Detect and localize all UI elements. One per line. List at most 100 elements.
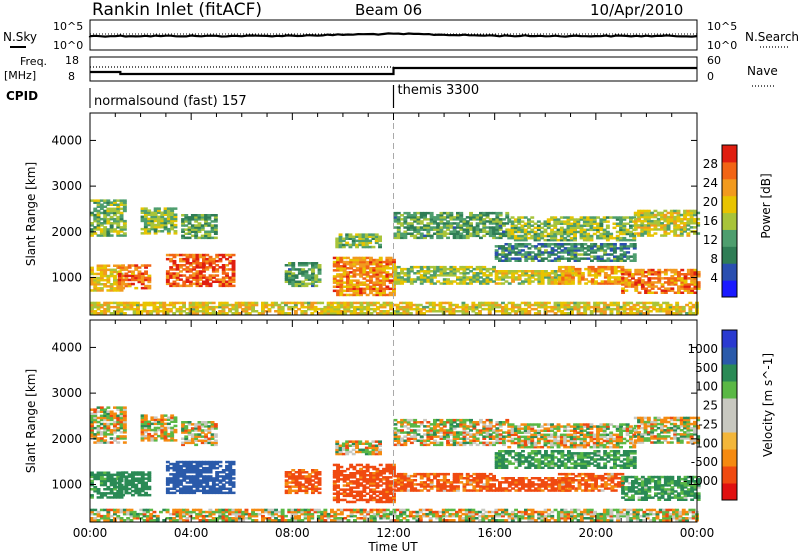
echo-cell [579,218,584,221]
echo-cell [640,281,645,284]
echo-cell [231,469,236,472]
echo-cell [103,410,108,413]
echo-cell [446,228,450,231]
echo-cell [184,232,189,235]
echo-cell [602,310,607,313]
echo-cell [567,280,572,283]
echo-cell [686,222,691,225]
echo-cell [109,272,114,276]
echo-cell [137,481,142,485]
echo-cell [553,226,558,230]
echo-cell [99,230,104,233]
echo-cell [184,218,189,221]
echo-cell [157,215,161,219]
echo-cell [375,258,380,262]
echo-cell [195,276,200,279]
echo-cell [666,219,671,223]
echo-cell [632,245,637,248]
echo-cell [487,312,492,315]
echo-cell [109,483,114,487]
echo-cell [205,460,210,464]
echo-cell [487,303,492,307]
echo-cell [416,232,421,235]
echo-cell [175,464,180,468]
echo-cell [124,266,129,269]
echo-cell [339,310,344,313]
echo-cell [132,301,137,305]
echo-cell [388,492,393,495]
echo-cell [90,312,94,315]
echo-cell [403,211,408,215]
echo-cell [160,230,165,233]
echo-cell [540,305,545,309]
echo-cell [297,282,302,286]
echo-cell [304,274,309,277]
echo-cell [184,435,189,438]
echo-cell [369,465,373,469]
echo-cell [163,428,168,432]
echo-cell [215,479,220,482]
echo-cell [338,245,343,249]
echo-cell [362,490,367,493]
echo-cell [547,282,552,285]
echo-cell [576,310,581,313]
echo-cell [475,267,480,271]
echo-cell [361,233,366,236]
echo-cell [547,280,552,283]
echo-cell [359,476,363,479]
echo-cell [291,473,296,476]
echo-cell [471,303,476,307]
echo-cell [690,273,695,276]
echo-cell [660,283,665,286]
echo-cell [261,307,265,311]
echo-cell [633,217,638,221]
echo-cell [673,226,678,229]
echo-cell [640,285,645,288]
echo-cell [194,230,199,233]
echo-cell [320,312,325,315]
echo-cell [153,430,158,434]
echo-cell [583,257,588,260]
echo-cell [122,410,127,413]
echo-cell [419,222,424,225]
echo-cell [580,243,585,246]
echo-cell [378,490,383,493]
echo-cell [385,273,390,276]
echo-cell [346,301,351,305]
echo-cell [416,218,421,221]
echo-cell [656,219,661,223]
echo-cell [140,272,145,275]
echo-cell [615,218,620,221]
echo-cell [561,278,566,281]
echo-cell [218,485,223,488]
echo-cell [436,218,441,221]
echo-cell [106,424,111,428]
echo-cell [653,209,658,213]
echo-cell [159,303,163,307]
echo-cell [536,220,541,223]
echo-cell [339,291,344,295]
colorbar-frame [721,144,738,298]
echo-cell [122,232,127,235]
echo-cell [157,420,161,423]
echo-cell [358,243,363,247]
echo-cell [228,473,233,476]
echo-cell [364,245,369,249]
echo-cell [185,253,190,257]
echo-cell [425,301,430,305]
echo-cell [147,437,152,440]
echo-cell [225,491,229,495]
echo-cell [184,425,189,428]
echo-cell [182,479,187,482]
echo-cell [547,243,552,246]
echo-cell [580,276,585,279]
echo-cell [462,218,467,221]
echo-cell [349,287,354,291]
echo-cell [210,220,215,223]
echo-cell [234,307,239,311]
echo-cell [96,276,101,280]
echo-cell [594,272,598,275]
echo-cell [211,257,216,261]
echo-cell [533,301,538,305]
echo-cell [93,276,98,280]
